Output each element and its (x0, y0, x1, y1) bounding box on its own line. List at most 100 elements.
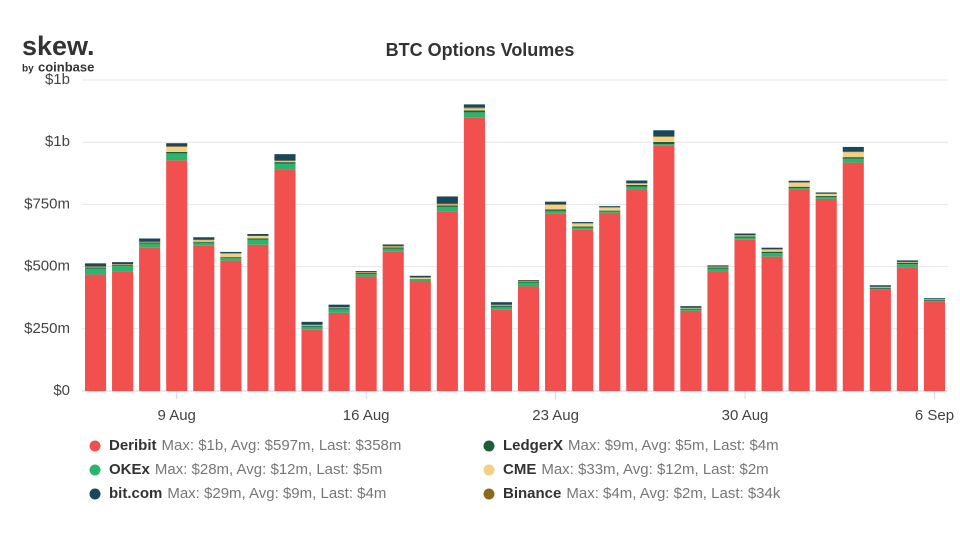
bar-segment (626, 183, 648, 185)
bar-segment (626, 186, 648, 190)
bar-segment (842, 157, 864, 159)
bar-segment (653, 145, 675, 391)
bar-segment (869, 288, 891, 290)
bar-segment (788, 186, 810, 188)
bar-segment (220, 253, 242, 258)
bar-segment (274, 163, 296, 170)
bar-segment (112, 262, 134, 265)
bar-segment (599, 211, 621, 213)
bar-segment (599, 206, 621, 208)
bar-segment (436, 196, 458, 204)
bar-segment (572, 229, 594, 391)
bar-segment (545, 213, 567, 391)
bar-segment (139, 243, 161, 248)
bar-segment (734, 236, 756, 238)
bar-segment (328, 309, 350, 313)
bar-segment (166, 146, 188, 152)
y-tick-label: $250m (24, 320, 70, 337)
bar-segment (463, 117, 485, 391)
bar-segment (166, 146, 188, 147)
x-tick-label: 23 Aug (532, 407, 579, 424)
bar-segment (545, 204, 567, 210)
bar-segment (166, 151, 188, 154)
bar-segment (572, 222, 594, 224)
legend-name: LedgerX (503, 437, 563, 454)
bar-segment (896, 267, 918, 391)
bar-segment (490, 302, 513, 305)
legend-name: Binance (503, 485, 561, 502)
bar-segment (328, 312, 350, 391)
bar-segment (545, 201, 567, 205)
bar-segment (490, 309, 513, 391)
bar-segment (599, 212, 621, 391)
bar-segment (220, 260, 242, 391)
bar-segment (869, 285, 891, 287)
bar-segment (788, 187, 810, 190)
bar-segment (572, 227, 594, 230)
bar-segment (220, 251, 242, 254)
bar-segment (842, 158, 864, 163)
bar-segment (490, 306, 513, 310)
bar-segment (572, 226, 594, 228)
bar-segment (84, 268, 107, 275)
bar-segment (923, 299, 946, 301)
bar-segment (84, 263, 107, 267)
bar-segment (382, 247, 404, 249)
bar-segment (788, 180, 810, 183)
bar-segment (193, 240, 215, 242)
bar-segment (517, 286, 540, 391)
bar-segment (139, 247, 161, 391)
bar-segment (734, 237, 756, 240)
bar-segment (112, 265, 134, 267)
bar-segment (274, 154, 296, 161)
bar-segment (382, 248, 404, 252)
legend-label: OKEx Max: $28m, Avg: $12m, Last: $5m (109, 461, 382, 478)
bar-segment (545, 209, 567, 211)
bar-segment (842, 151, 864, 153)
bar-segment (274, 160, 296, 162)
bar-segment (409, 277, 431, 280)
legend-name: CME (503, 461, 536, 478)
bar-segment (815, 192, 837, 194)
bar-segment (84, 267, 107, 269)
bar-segment (545, 204, 567, 205)
bar-segment (355, 276, 377, 391)
bar-segment (301, 326, 323, 330)
bar-segment (193, 245, 215, 391)
bar-segment (707, 265, 729, 267)
bar-segment (761, 253, 783, 257)
legend-stats: Max: $29m, Avg: $9m, Last: $4m (167, 485, 386, 502)
legend-name: bit.com (109, 485, 162, 502)
bar-segment (193, 241, 215, 243)
bar-segment (436, 203, 458, 205)
legend-label: CME Max: $33m, Avg: $12m, Last: $2m (503, 461, 769, 478)
bar-segment (517, 281, 540, 283)
bar-segment (139, 242, 161, 244)
bar-segment (626, 184, 648, 187)
bar-segment (463, 107, 485, 109)
legend-stats: Max: $33m, Avg: $12m, Last: $2m (541, 461, 768, 478)
bar-segment (815, 195, 837, 197)
bar-segment (761, 249, 783, 252)
bar-segment (463, 108, 485, 111)
logo-brand: coinbase (38, 59, 94, 74)
bar-segment (247, 235, 269, 239)
x-tick-label: 6 Sep (915, 407, 954, 424)
legend-stats: Max: $28m, Avg: $12m, Last: $5m (155, 461, 382, 478)
legend-swatch (483, 464, 495, 476)
bar-segment (247, 238, 269, 240)
legend-swatch (89, 464, 101, 476)
bar-segment (869, 289, 891, 391)
bar-segment (274, 169, 296, 391)
legend-stats: Max: $9m, Avg: $5m, Last: $4m (568, 437, 779, 454)
bar-segment (301, 329, 323, 391)
bar-segment (896, 264, 918, 268)
bar-segment (382, 246, 404, 248)
bar-segment (463, 110, 485, 113)
bar-segment (599, 210, 621, 212)
legend-swatch (483, 440, 495, 452)
bar-segment (896, 260, 918, 262)
bar-segment (220, 258, 242, 261)
bar-segment (436, 211, 458, 391)
legend-label: LedgerX Max: $9m, Avg: $5m, Last: $4m (503, 437, 779, 454)
